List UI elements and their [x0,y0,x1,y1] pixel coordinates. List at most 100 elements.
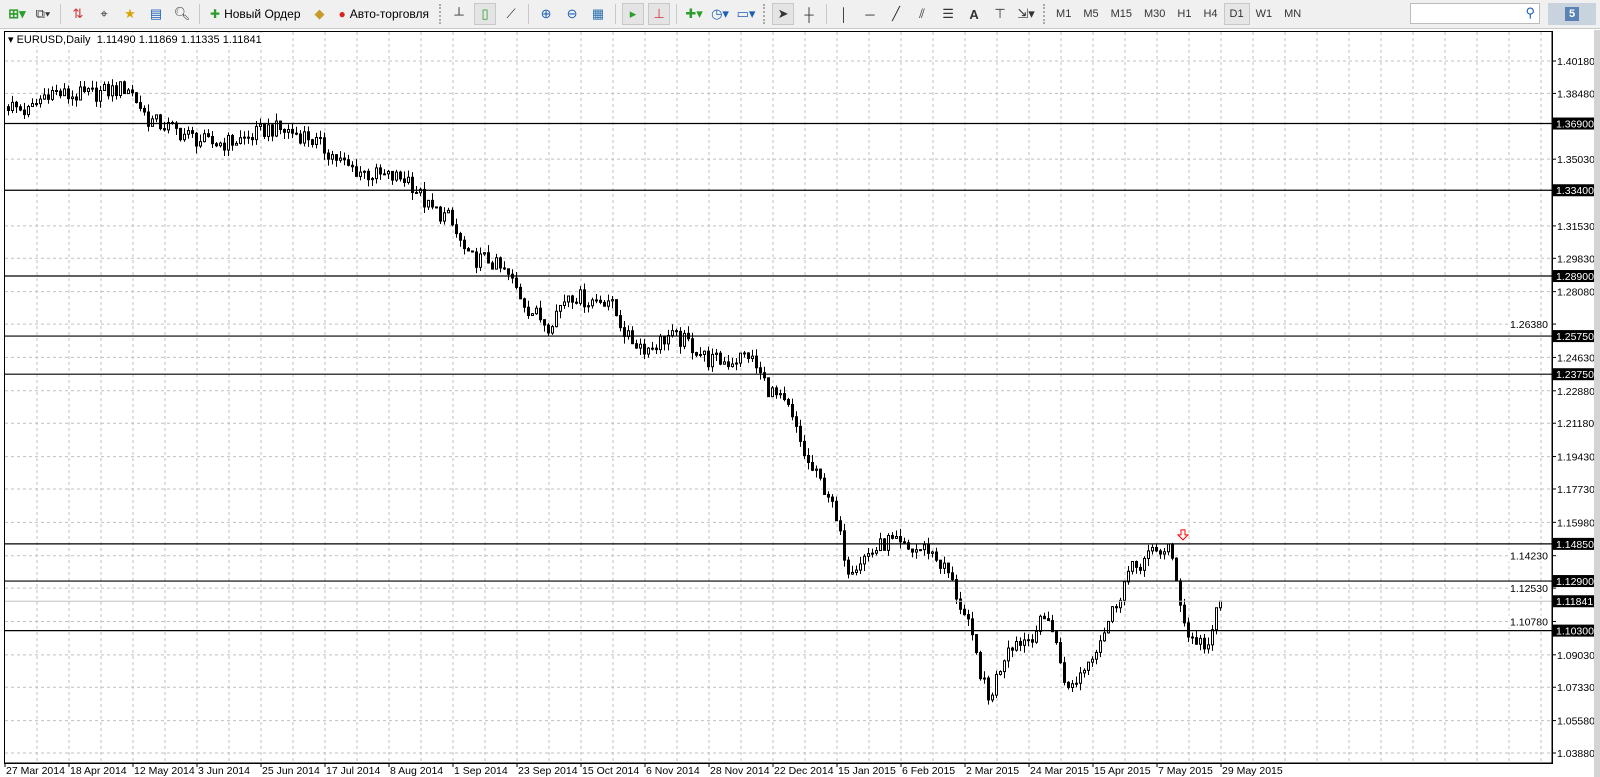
vertical-scrollbar[interactable] [1594,30,1600,777]
candle [1207,644,1210,650]
timeframe-m15[interactable]: M15 [1110,8,1132,20]
horizontal-line-icon[interactable]: ─ [865,6,875,22]
candle [155,114,158,120]
separator [528,4,530,24]
text-label-icon[interactable]: ⊤ [994,6,1006,21]
candle [207,133,210,138]
trendline-icon[interactable]: ╱ [892,6,900,21]
fibonacci-icon[interactable]: ☰ [942,6,954,21]
search-input[interactable]: ⚲ [1410,3,1540,24]
candle [1075,682,1078,685]
terminal-icon[interactable]: ▤ [149,6,163,21]
candle [279,120,282,130]
new-chart-icon[interactable]: ⊞▾ [8,6,26,21]
candle [1199,637,1202,645]
cursor-icon[interactable]: ➤ [772,3,795,25]
candle [495,257,498,270]
crosshair-icon[interactable]: ┼ [804,6,814,22]
candle [1071,683,1074,689]
templates-icon[interactable]: ▭▾ [736,6,756,21]
candle [991,694,994,701]
candle [339,157,342,161]
candle [1119,599,1122,609]
timeframe-w1[interactable]: W1 [1255,8,1273,20]
candle [119,81,122,97]
candle [803,440,806,456]
y-tick-label: 1.15980 [1557,517,1595,529]
timeframe-m5[interactable]: M5 [1083,8,1099,20]
candle [459,233,462,241]
equidistant-channel-icon[interactable]: ⫽ [919,6,925,21]
chat-count: 5 [1564,7,1580,21]
timeframe-h4[interactable]: H4 [1203,8,1218,20]
timeframe-m1[interactable]: M1 [1056,8,1072,20]
zoom-in-icon[interactable]: ⊕ [540,6,552,21]
tile-windows-icon[interactable]: ▦ [591,6,605,21]
chart-shift-icon[interactable]: ⊥ [648,3,671,25]
candle [723,361,726,365]
candle [739,352,742,364]
level-tag [1553,184,1594,197]
candle [335,154,338,161]
vertical-line-icon[interactable]: │ [839,6,849,22]
candle [475,251,478,268]
candle [875,550,878,554]
candle [735,362,738,365]
candle [619,315,622,329]
periods-icon[interactable]: ◷▾ [711,6,729,21]
candle [635,343,638,349]
candle [827,493,830,498]
candle [43,94,46,100]
x-tick-label: 2 Mar 2015 [966,765,1019,777]
candle [603,301,606,307]
arrows-icon[interactable]: ⇲▾ [1017,6,1035,21]
toolbar-grip[interactable] [439,4,442,24]
timeframe-d1[interactable]: D1 [1223,3,1250,25]
candle [743,352,746,355]
line-chart-icon[interactable]: ⟋ [506,6,516,21]
timeframe-m30[interactable]: M30 [1144,8,1166,20]
candle [311,139,314,145]
candle [235,142,238,146]
candle [87,88,90,93]
y-tick-label: 1.05580 [1557,716,1595,728]
candle [691,338,694,354]
collapse-arrow-icon[interactable]: ▾ [8,34,14,46]
metaeditor-icon[interactable]: ◆ [314,6,325,21]
candle [1171,543,1174,559]
new-order-button[interactable]: ✚ Новый Ордер [206,3,305,25]
candle [543,319,546,326]
x-tick-label: 17 Jul 2014 [326,765,380,777]
candle [1087,661,1090,671]
candle [1123,581,1126,601]
candlestick-chart-icon[interactable]: ▯ [474,3,497,25]
profiles-icon[interactable]: ⧉▾ [35,6,51,21]
toolbar-grip[interactable] [763,4,766,24]
text-icon[interactable]: A [969,6,979,22]
navigator-icon[interactable]: ★ [124,6,136,21]
data-window-icon[interactable]: ⌖ [100,6,108,21]
candle [899,536,902,543]
timeframe-mn[interactable]: MN [1284,8,1302,20]
timeframe-h1[interactable]: H1 [1177,8,1192,20]
candle [211,136,214,145]
chat-button[interactable]: 5 [1548,3,1596,25]
zoom-out-icon[interactable]: ⊖ [566,6,578,21]
candle [1151,546,1154,552]
candle [1019,640,1022,646]
candle [915,549,918,553]
candle [1035,630,1038,643]
candle [151,118,154,127]
strategy-tester-icon[interactable]: 🔍︎ [173,6,191,21]
level-label: 1.23750 [1556,369,1594,381]
toolbar-grip[interactable] [1043,4,1046,24]
indicators-icon[interactable]: ✚▾ [685,6,703,21]
market-watch-icon[interactable]: ⇅ [72,6,84,21]
autoscroll-icon[interactable]: ▸ [622,3,645,25]
autotrading-button[interactable]: ● Авто-торговля [335,3,434,25]
search-icon[interactable]: ⚲ [1525,5,1535,20]
new-order-icon: ✚ [210,7,221,21]
bar-chart-icon[interactable]: ┴ [454,6,464,22]
candle [143,107,146,113]
